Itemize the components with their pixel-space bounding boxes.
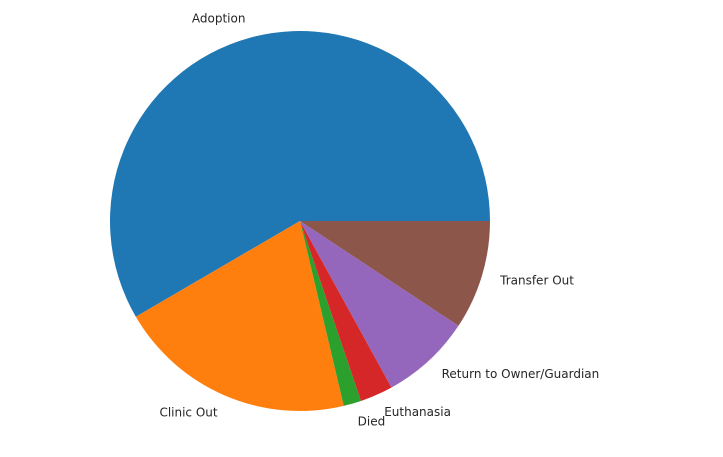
pie-slice-died bbox=[300, 221, 361, 406]
pie-label-euthanasia: Euthanasia bbox=[384, 405, 451, 419]
pie-slice-clinic-out bbox=[135, 221, 344, 412]
pie-slice-euthanasia bbox=[300, 221, 392, 401]
pie-slices bbox=[110, 31, 490, 412]
pie-label-died: Died bbox=[358, 414, 386, 428]
pie-label-return-to-owner-guardian: Return to Owner/Guardian bbox=[442, 367, 600, 381]
pie-slice-adoption bbox=[110, 31, 490, 317]
pie-slice-transfer-out bbox=[300, 221, 490, 326]
pie-label-adoption: Adoption bbox=[192, 12, 246, 26]
pie-slice-return-to-owner-guardian bbox=[300, 221, 459, 388]
pie-label-transfer-out: Transfer Out bbox=[499, 274, 574, 288]
pie-label-clinic-out: Clinic Out bbox=[159, 406, 217, 420]
